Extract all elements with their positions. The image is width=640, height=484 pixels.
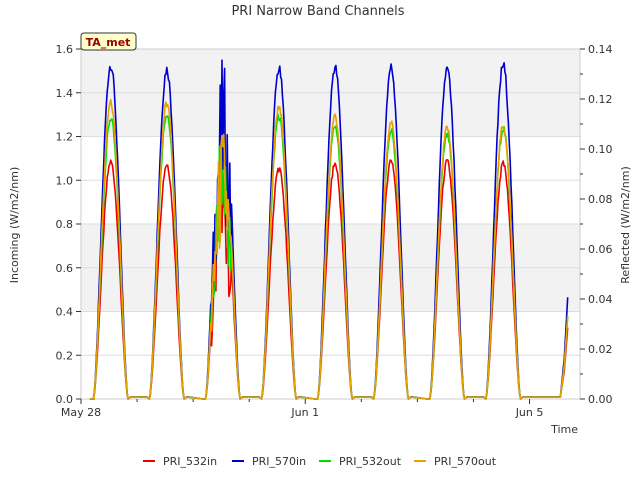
y-axis-right-label: Reflected (W/m2/nm) xyxy=(619,166,632,284)
x-axis: May 28 Jun 1 Jun 5 xyxy=(61,399,544,419)
y-left-tick-label: 0.8 xyxy=(56,218,74,231)
y-axis-right: 0.00 0.02 0.04 0.06 0.08 0.10 0.12 0.14 xyxy=(580,43,613,406)
y-left-tick-label: 0.4 xyxy=(56,306,74,319)
x-tick-label: Jun 1 xyxy=(290,406,319,419)
y-axis-left: 0.0 0.2 0.4 0.6 0.8 1.0 1.2 1.4 1.6 xyxy=(56,43,81,406)
y-left-tick-label: 0.2 xyxy=(56,349,74,362)
station-badge-label: TA_met xyxy=(86,36,131,49)
series-line-pri-570out xyxy=(89,98,569,400)
legend-label: PRI_532out xyxy=(339,455,402,468)
y-right-tick-label: 0.10 xyxy=(588,143,613,156)
y-left-tick-label: 1.4 xyxy=(56,87,74,100)
y-right-tick-label: 0.08 xyxy=(588,193,613,206)
y-right-tick-label: 0.04 xyxy=(588,293,613,306)
y-left-tick-label: 0.6 xyxy=(56,262,74,275)
y-right-tick-label: 0.14 xyxy=(588,43,613,56)
chart-title: PRI Narrow Band Channels xyxy=(231,4,404,19)
y-right-tick-label: 0.00 xyxy=(588,393,613,406)
y-axis-left-label: Incoming (W/m2/nm) xyxy=(8,167,21,284)
y-left-tick-label: 0.0 xyxy=(56,393,74,406)
y-left-tick-label: 1.0 xyxy=(56,174,74,187)
x-axis-label: Time xyxy=(550,423,578,436)
station-badge: TA_met xyxy=(80,32,137,51)
y-right-tick-label: 0.02 xyxy=(588,343,613,356)
x-tick-label: Jun 5 xyxy=(515,406,544,419)
y-right-tick-label: 0.06 xyxy=(588,243,613,256)
legend-label: PRI_570in xyxy=(252,455,306,468)
y-right-tick-label: 0.12 xyxy=(588,93,613,106)
y-left-tick-label: 1.6 xyxy=(56,43,74,56)
series-lines xyxy=(89,59,569,400)
legend: PRI_532in PRI_570in PRI_532out PRI_570out xyxy=(143,455,497,468)
x-tick-label: May 28 xyxy=(61,406,101,419)
legend-label: PRI_570out xyxy=(434,455,497,468)
y-left-tick-label: 1.2 xyxy=(56,131,74,144)
legend-label: PRI_532in xyxy=(163,455,217,468)
